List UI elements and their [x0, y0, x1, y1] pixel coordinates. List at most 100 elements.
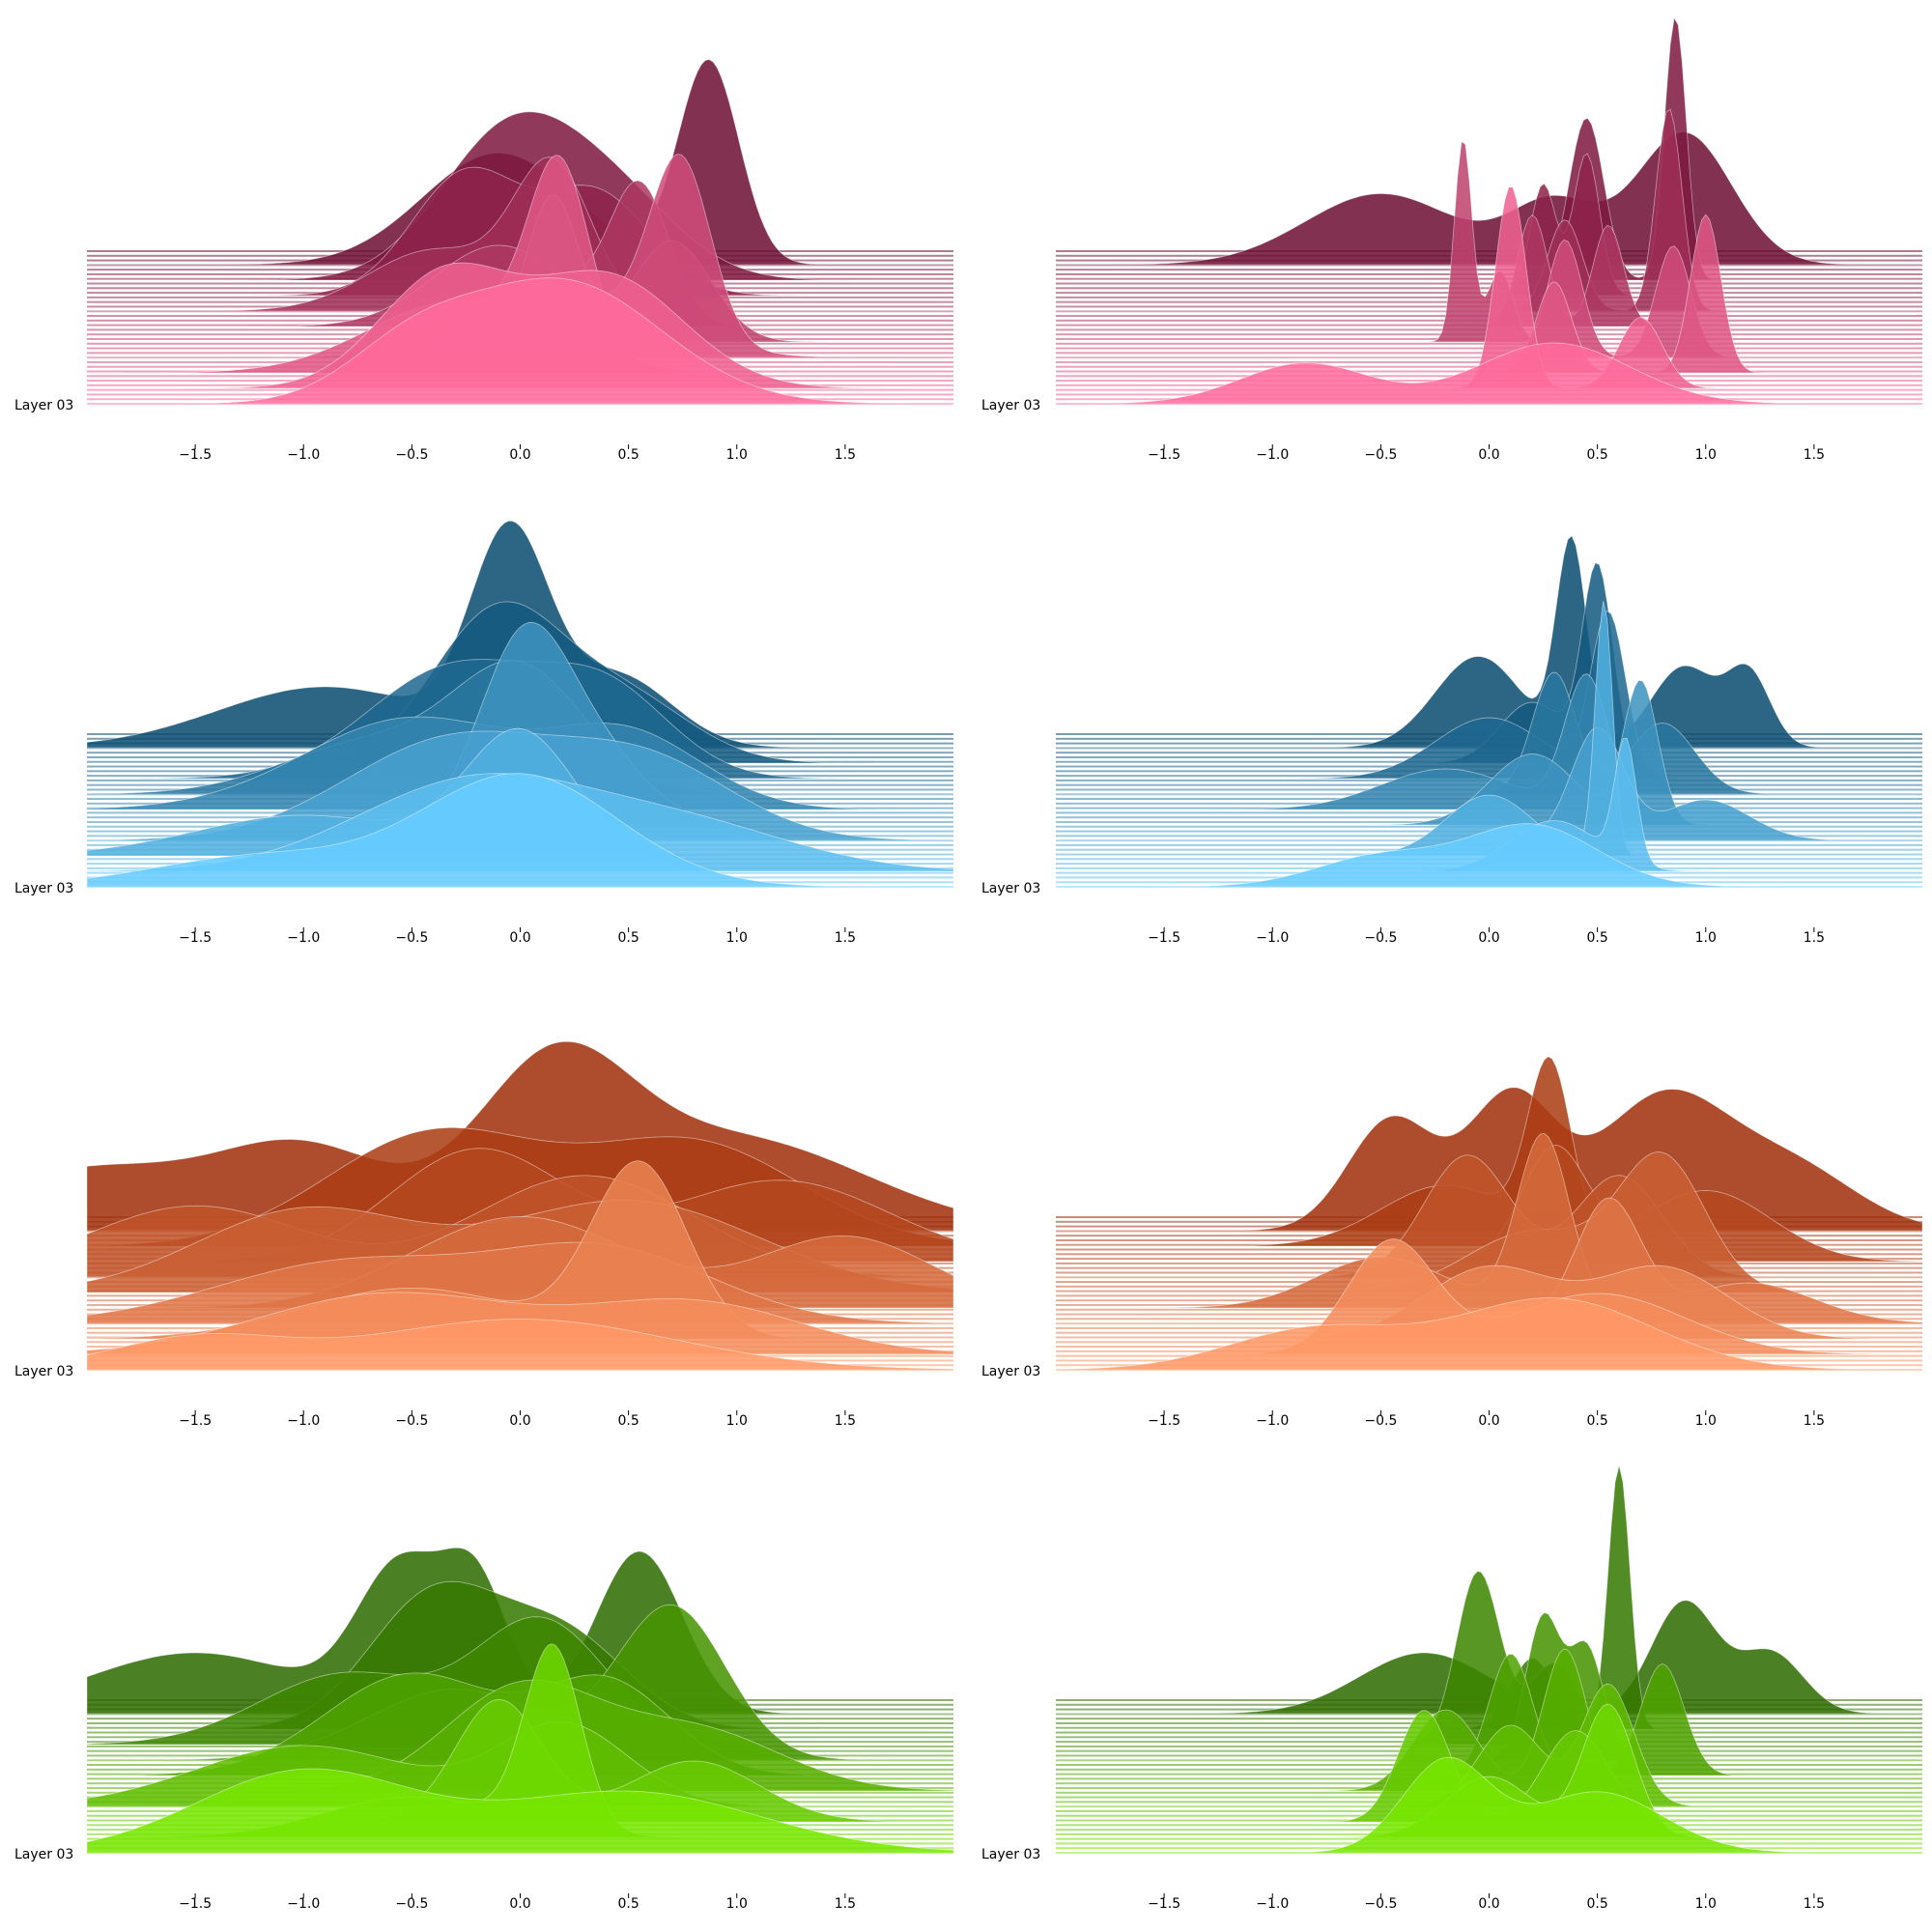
- ridgeline-panel-2-1: Layer 03 −1.5 −1.0 −0.5 0.0 0.5 1.0 1.5: [14, 521, 954, 946]
- x-tick-label: −1.0: [1256, 930, 1289, 946]
- x-tick-label: −0.5: [395, 447, 428, 463]
- x-tick-label: 1.0: [1695, 1413, 1717, 1429]
- layer-label: Layer 03: [981, 398, 1040, 413]
- x-tick-label: 1.0: [1695, 930, 1717, 946]
- x-tick-label: −0.5: [1364, 1413, 1397, 1429]
- x-tick-label: 1.0: [726, 447, 748, 463]
- ridge-series: [1056, 1654, 1922, 1776]
- ridge-series: [1056, 1756, 1922, 1854]
- x-tick-label: −0.5: [395, 1896, 428, 1912]
- layer-label: Layer 03: [981, 1364, 1040, 1379]
- x-tick-label: −1.0: [1256, 447, 1289, 463]
- ridgeline-panel-3-2: Layer 03 −1.5 −1.0 −0.5 0.0 0.5 1.0 1.5: [981, 1056, 1923, 1429]
- baseline-strip: [1056, 277, 1922, 280]
- x-tick-label: 0.5: [1586, 930, 1607, 946]
- ridge-series: [86, 773, 953, 888]
- x-tick-label: 0.0: [1478, 1896, 1499, 1912]
- x-tick-label: 1.0: [726, 1413, 748, 1429]
- x-tick-label: 1.5: [835, 930, 856, 946]
- baseline-strip: [1056, 287, 1922, 290]
- ridge-series: [1056, 16, 1922, 281]
- x-tick-label: −1.5: [1148, 930, 1180, 946]
- x-tick-label: 1.5: [835, 447, 856, 463]
- ridge-series: [1056, 610, 1922, 780]
- x-tick-label: −1.5: [179, 447, 212, 463]
- layer-label: Layer 03: [14, 1364, 73, 1379]
- x-tick-label: −1.0: [1256, 1896, 1289, 1912]
- x-tick-label: 0.0: [509, 930, 530, 946]
- ridge-series: [1056, 535, 1922, 749]
- ridge-series: [86, 1616, 953, 1746]
- ridge-series: [1056, 1683, 1922, 1807]
- x-tick-label: −0.5: [395, 930, 428, 946]
- ridgeline-panel-3-1: Layer 03 −1.5 −1.0 −0.5 0.0 0.5 1.0 1.5: [14, 1040, 954, 1429]
- x-tick-label: −1.5: [179, 930, 212, 946]
- x-tick-label: −1.5: [1148, 1896, 1180, 1912]
- x-tick-label: −1.0: [287, 1413, 320, 1429]
- ridge-series: [1056, 601, 1922, 857]
- x-tick-label: 0.5: [617, 447, 639, 463]
- x-tick-label: 1.5: [1804, 1896, 1825, 1912]
- x-tick-label: 1.5: [835, 1896, 856, 1912]
- x-tick-label: −1.5: [1148, 447, 1180, 463]
- x-tick-label: 1.5: [1804, 447, 1825, 463]
- x-tick-label: 1.5: [1804, 1413, 1825, 1429]
- x-tick-label: −0.5: [1364, 930, 1397, 946]
- ridge-series: [87, 156, 953, 312]
- x-tick-label: 0.5: [1586, 1413, 1607, 1429]
- x-tick-label: 1.0: [1695, 447, 1717, 463]
- ridge-series: [86, 1319, 954, 1371]
- x-tick-label: 0.0: [1478, 1413, 1499, 1429]
- ridge-series: [1056, 140, 1922, 343]
- ridge-series: [1056, 1264, 1922, 1340]
- ridge-series: [86, 1768, 954, 1854]
- x-tick-label: 1.5: [1804, 930, 1825, 946]
- x-tick-label: −1.5: [179, 1896, 212, 1912]
- x-tick-label: 0.0: [1478, 930, 1499, 946]
- x-tick-label: 0.5: [617, 930, 639, 946]
- ridgeline-panel-1-2: Layer 03 −1.5 −1.0 −0.5 0.0 0.5 1.0 1.5: [981, 16, 1922, 463]
- ridgeline-panel-1-1: Layer 03 −1.5 −1.0 −0.5 0.0 0.5 1.0 1.5: [14, 59, 953, 463]
- layer-label: Layer 03: [14, 1847, 73, 1862]
- x-tick-label: −1.0: [287, 1896, 320, 1912]
- layer-label: Layer 03: [14, 881, 73, 896]
- ridgeline-panel-2-2: Layer 03 −1.5 −1.0 −0.5 0.0 0.5 1.0 1.5: [981, 535, 1922, 946]
- ridge-series: [1056, 1154, 1922, 1278]
- x-tick-label: 1.0: [1695, 1896, 1717, 1912]
- layer-label: Layer 03: [981, 881, 1040, 896]
- ridge-series: [1056, 342, 1922, 405]
- ridge-series: [86, 1241, 954, 1324]
- x-tick-label: 0.0: [1478, 447, 1499, 463]
- ridge-series: [1056, 186, 1922, 389]
- x-tick-label: −1.0: [287, 447, 320, 463]
- x-tick-label: −0.5: [1364, 447, 1397, 463]
- ridge-series: [1056, 1571, 1922, 1746]
- x-tick-label: 0.5: [1586, 447, 1607, 463]
- x-tick-label: 1.0: [726, 930, 748, 946]
- ridgeline-panel-4-1: Layer 03 −1.5 −1.0 −0.5 0.0 0.5 1.0 1.5: [14, 1547, 954, 1912]
- x-tick-label: 0.0: [509, 1413, 530, 1429]
- x-tick-label: 0.5: [617, 1413, 639, 1429]
- x-tick-label: −0.5: [395, 1413, 428, 1429]
- x-tick-label: 1.5: [835, 1413, 856, 1429]
- x-tick-label: 0.5: [1586, 1896, 1607, 1912]
- x-tick-label: 0.0: [509, 447, 530, 463]
- x-tick-label: −1.0: [287, 930, 320, 946]
- x-tick-label: −1.0: [1256, 1413, 1289, 1429]
- x-tick-label: −1.5: [179, 1413, 212, 1429]
- x-tick-label: −1.5: [1148, 1413, 1180, 1429]
- baseline-strip: [1056, 272, 1922, 275]
- ridge-series: [1055, 1297, 1923, 1371]
- x-tick-label: 1.0: [726, 1896, 748, 1912]
- layer-label: Layer 03: [981, 1847, 1040, 1862]
- x-tick-label: −0.5: [1364, 1896, 1397, 1912]
- baseline-strip: [1056, 269, 1922, 271]
- ridge-series: [87, 277, 953, 405]
- ridge-series: [87, 155, 953, 374]
- ridge-series: [1056, 823, 1922, 888]
- layer-label: Layer 03: [14, 398, 73, 413]
- x-tick-label: 0.5: [617, 1896, 639, 1912]
- ridgeline-panel-4-2: Layer 03 −1.5 −1.0 −0.5 0.0 0.5 1.0 1.5: [981, 1464, 1922, 1912]
- baseline-strip: [1056, 282, 1922, 285]
